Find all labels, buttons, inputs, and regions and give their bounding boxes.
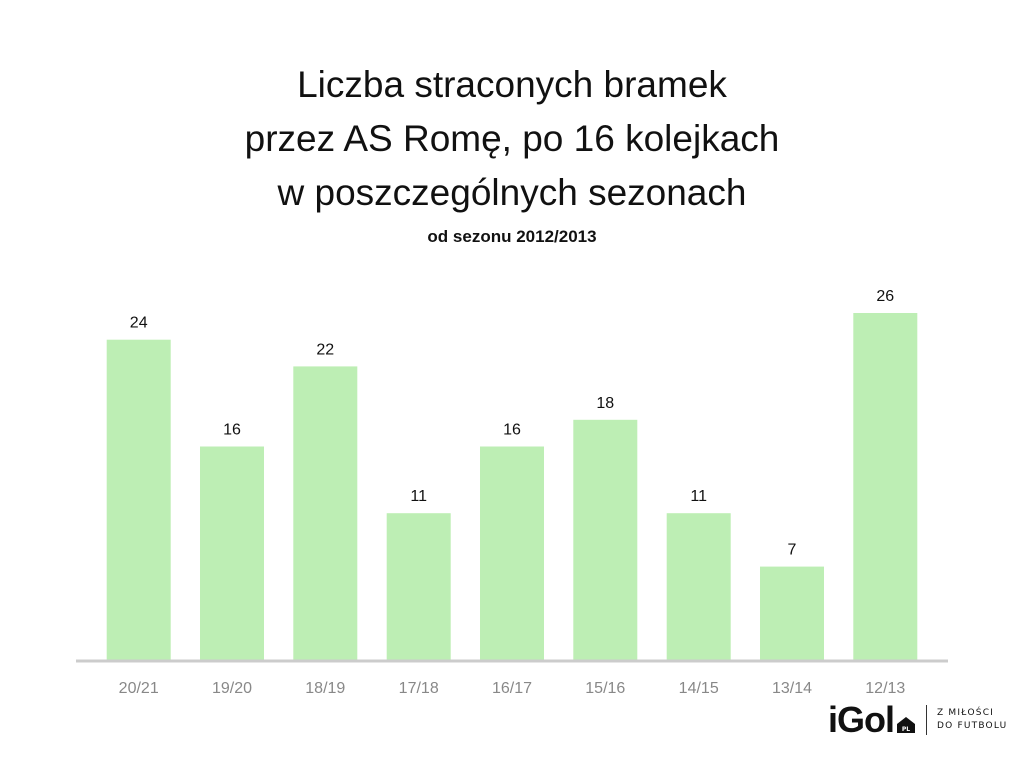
x-tick-label-15-16: 15/16: [585, 680, 625, 697]
value-label-13-14: 7: [788, 542, 797, 559]
value-label-12-13: 26: [876, 288, 894, 305]
x-tick-label-12-13: 12/13: [865, 680, 905, 697]
bar-15-16: [573, 419, 638, 660]
value-label-15-16: 18: [596, 395, 614, 412]
logo-divider: [926, 705, 927, 735]
bar-13-14: [760, 566, 824, 660]
x-tick-label-20-21: 20/21: [119, 680, 159, 697]
x-tick-label-17-18: 17/18: [399, 680, 439, 697]
bar-18-19: [293, 366, 358, 660]
bar-19-20: [200, 446, 264, 660]
bar-17-18: [386, 513, 451, 660]
x-tick-label-18-19: 18/19: [305, 680, 345, 697]
value-label-16-17: 16: [503, 422, 521, 439]
bar-14-15: [666, 513, 731, 660]
chart-title-line-2: przez AS Romę, po 16 kolejkach: [244, 118, 780, 159]
x-tick-label-13-14: 13/14: [772, 680, 812, 697]
value-label-14-15: 11: [690, 488, 707, 505]
x-tick-label-14-15: 14/15: [679, 680, 719, 697]
logo-tagline-line-2: DO FUTBOLU: [937, 721, 1008, 731]
logo-suffix: PL: [902, 726, 910, 733]
logo-wordmark: iGol: [828, 699, 895, 740]
logo-tagline-line-1: Z MIŁOŚCI: [937, 708, 995, 718]
value-label-17-18: 11: [410, 488, 427, 505]
bar-16-17: [480, 446, 544, 660]
value-label-19-20: 16: [223, 422, 241, 439]
value-label-20-21: 24: [130, 315, 148, 332]
logo-house-icon: PL: [896, 716, 916, 739]
chart-title: Liczba straconych bramek przez AS Romę, …: [0, 58, 1024, 220]
value-labels-layer: 24 16 22 11 16 18 11 7 26: [130, 288, 894, 559]
x-tick-label-19-20: 19/20: [212, 680, 252, 697]
x-tick-labels-layer: 20/21 19/20 18/19 17/18 16/17 15/16 14/15 13/14…: [119, 680, 906, 697]
bar-12-13: [853, 313, 918, 660]
igol-logo: iGol PL Z MIŁOŚCI DO FUTBOLU: [828, 700, 1007, 740]
bar-20-21: [106, 339, 171, 660]
x-tick-label-16-17: 16/17: [492, 680, 532, 697]
chart-title-line-1: Liczba straconych bramek: [297, 64, 727, 105]
value-label-18-19: 22: [316, 341, 334, 358]
chart-title-line-3: w poszczególnych sezonach: [277, 172, 747, 213]
chart-subtitle: od sezonu 2012/2013: [427, 227, 597, 246]
logo-tagline: Z MIŁOŚCI DO FUTBOLU: [937, 707, 1007, 733]
bars-layer: [106, 313, 918, 660]
